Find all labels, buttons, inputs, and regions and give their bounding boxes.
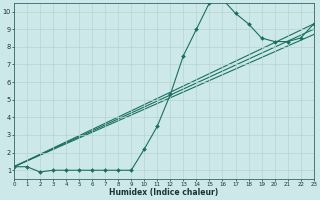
- X-axis label: Humidex (Indice chaleur): Humidex (Indice chaleur): [109, 188, 219, 197]
